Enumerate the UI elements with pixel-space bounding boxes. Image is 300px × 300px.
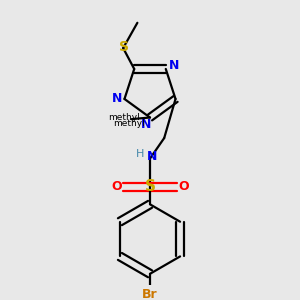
Text: N: N [147, 151, 158, 164]
Text: S: S [145, 179, 155, 194]
Text: Br: Br [142, 288, 158, 300]
Text: methyl: methyl [113, 119, 144, 128]
Text: N: N [169, 59, 179, 72]
Text: O: O [111, 181, 122, 194]
Text: methyl: methyl [108, 113, 140, 122]
Text: H: H [136, 149, 144, 159]
Text: O: O [178, 181, 189, 194]
Text: N: N [111, 92, 122, 104]
Text: N: N [141, 118, 152, 131]
Text: S: S [119, 40, 129, 54]
